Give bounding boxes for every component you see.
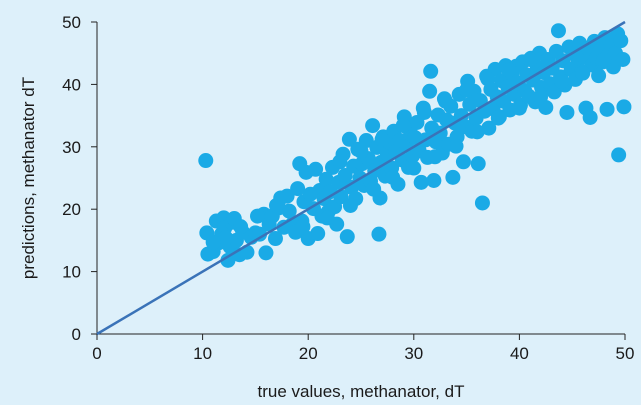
data-point [371,226,387,242]
reference-line-group [96,20,626,336]
data-point [582,109,598,125]
data-point [474,195,490,211]
y-tick-label: 40 [62,75,81,94]
data-point [406,160,422,176]
data-point [332,154,348,170]
data-point [218,230,234,246]
data-point [295,219,311,235]
x-axis-title: true values, methanator, dT [258,382,465,401]
data-point [554,73,570,89]
data-point [480,71,496,87]
data-point [550,23,566,39]
data-point [258,245,274,261]
y-tick-label: 50 [62,13,81,32]
data-point [252,226,268,242]
x-tick-label: 30 [404,344,423,363]
data-point [269,197,285,213]
data-point [599,101,615,117]
data-point [339,229,355,245]
y-tick-label: 20 [62,200,81,219]
data-point [613,33,629,49]
data-point [233,219,249,235]
data-point [341,131,357,147]
data-point [267,231,283,247]
data-point [511,100,527,116]
data-point [423,63,439,79]
data-point [616,99,632,115]
data-point [470,156,486,172]
data-point [448,138,464,154]
data-point [481,120,497,136]
x-tick-label: 20 [299,344,318,363]
data-point [310,226,326,242]
tick-labels: 0 10 20 30 40 50 0 10 20 30 40 50 [62,13,634,363]
data-point [445,169,461,185]
data-point [426,172,442,188]
data-point [490,110,506,126]
data-point [501,62,517,78]
y-tick-label: 0 [72,325,81,344]
data-point [596,52,612,68]
data-point [365,118,381,134]
data-point [395,118,411,134]
y-tick-label: 10 [62,263,81,282]
data-point [342,197,358,213]
data-point [413,174,429,190]
data-point [437,93,453,109]
data-point [205,234,221,250]
data-point [427,149,443,165]
data-point [533,89,549,105]
data-point [591,68,607,84]
data-point [198,153,214,169]
data-point [416,104,432,120]
data-point [220,252,236,268]
data-point [281,203,297,219]
data-point [459,82,475,98]
data-point [455,154,471,170]
x-tick-label: 50 [616,344,635,363]
data-point [615,51,631,67]
axes [91,21,626,340]
x-tick-label: 0 [92,344,101,363]
data-point [353,143,369,159]
data-point [469,124,485,140]
data-point [308,161,324,177]
data-point [374,131,390,147]
data-point [250,208,266,224]
data-point [319,210,335,226]
reference-line [96,20,626,336]
data-point [366,181,382,197]
data-point [290,181,306,197]
y-tick-label: 30 [62,138,81,157]
data-point [559,104,575,120]
data-point [522,51,538,67]
data-point [575,65,591,81]
y-axis-title: predictions, methanator dT [19,77,38,279]
data-point [239,244,255,260]
data-point [422,83,438,99]
x-tick-label: 10 [193,344,212,363]
x-tick-label: 40 [510,344,529,363]
data-point [385,169,401,185]
data-point [318,171,334,187]
data-point [611,147,627,163]
data-point [279,188,295,204]
